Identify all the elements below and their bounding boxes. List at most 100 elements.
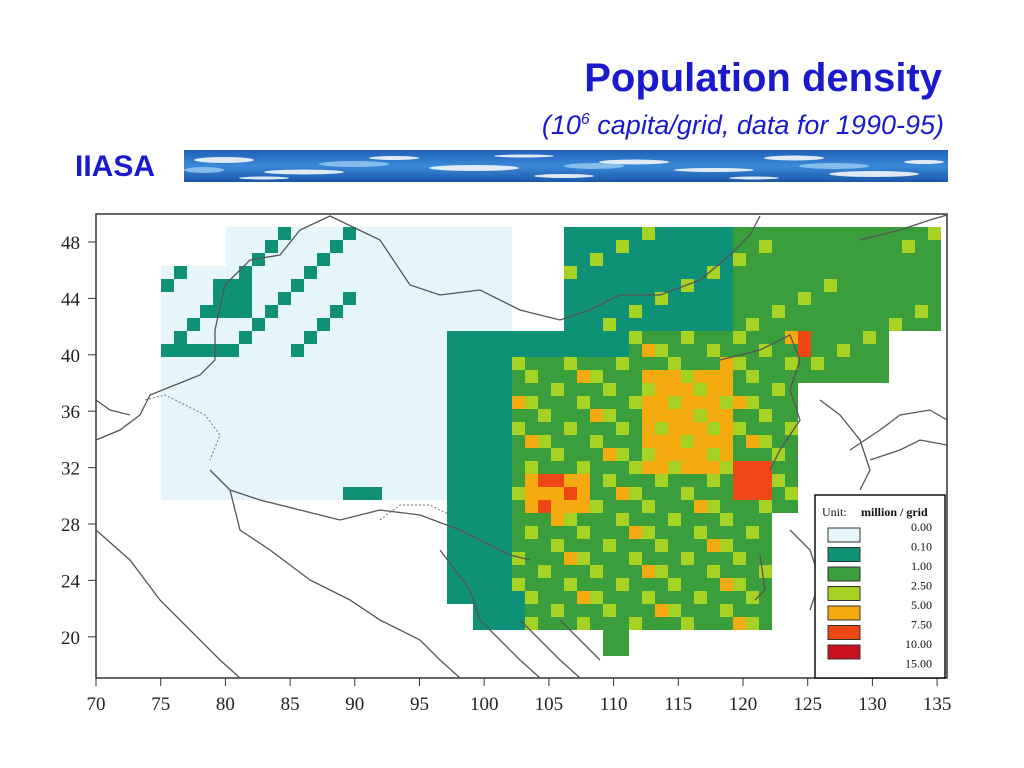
density-cell — [668, 409, 681, 422]
density-cell — [668, 292, 681, 305]
density-cell — [460, 383, 473, 396]
density-cell — [499, 604, 512, 617]
density-cell — [252, 474, 265, 487]
density-cell — [733, 513, 746, 526]
density-cell — [382, 227, 395, 240]
density-cell — [174, 435, 187, 448]
density-cell — [486, 318, 499, 331]
density-cell — [343, 227, 356, 240]
density-cell — [564, 474, 577, 487]
density-cell — [603, 240, 616, 253]
density-cell — [876, 240, 889, 253]
density-cell — [590, 383, 603, 396]
density-cell — [577, 526, 590, 539]
density-cell — [356, 383, 369, 396]
density-cell — [473, 578, 486, 591]
density-cell — [460, 344, 473, 357]
density-cell — [382, 318, 395, 331]
density-cell — [317, 487, 330, 500]
density-cell — [642, 539, 655, 552]
density-cell — [473, 266, 486, 279]
density-cell — [213, 422, 226, 435]
density-cell — [590, 240, 603, 253]
density-cell — [265, 344, 278, 357]
density-cell — [460, 318, 473, 331]
density-cell — [915, 292, 928, 305]
density-cell — [668, 318, 681, 331]
density-cell — [538, 370, 551, 383]
density-cell — [681, 227, 694, 240]
density-cell — [239, 279, 252, 292]
density-cell — [473, 552, 486, 565]
density-cell — [330, 383, 343, 396]
density-cell — [746, 487, 759, 500]
density-cell — [642, 357, 655, 370]
density-cell — [681, 331, 694, 344]
density-cell — [200, 266, 213, 279]
density-cell — [278, 370, 291, 383]
density-cell — [421, 227, 434, 240]
density-cell — [915, 279, 928, 292]
density-cell — [824, 253, 837, 266]
density-cell — [369, 370, 382, 383]
density-cell — [655, 240, 668, 253]
density-cell — [187, 305, 200, 318]
density-cell — [369, 240, 382, 253]
density-cell — [720, 578, 733, 591]
density-cell — [252, 461, 265, 474]
density-cell — [746, 396, 759, 409]
density-cell — [694, 227, 707, 240]
density-cell — [434, 396, 447, 409]
density-cell — [681, 344, 694, 357]
density-cell — [213, 383, 226, 396]
density-cell — [577, 396, 590, 409]
density-cell — [499, 253, 512, 266]
density-cell — [746, 422, 759, 435]
subtitle-prefix: (10 — [541, 110, 581, 140]
density-cell — [642, 422, 655, 435]
density-cell — [317, 435, 330, 448]
density-cell — [213, 279, 226, 292]
density-cell — [759, 279, 772, 292]
density-cell — [720, 357, 733, 370]
density-cell — [811, 240, 824, 253]
density-cell — [226, 305, 239, 318]
density-cell — [395, 448, 408, 461]
density-cell — [707, 526, 720, 539]
density-cell — [928, 318, 941, 331]
density-cell — [330, 318, 343, 331]
density-cell — [486, 448, 499, 461]
density-cell — [577, 461, 590, 474]
density-cell — [564, 331, 577, 344]
density-cell — [343, 474, 356, 487]
density-cell — [486, 279, 499, 292]
density-cell — [317, 448, 330, 461]
density-cell — [382, 357, 395, 370]
density-cell — [421, 370, 434, 383]
density-cell — [434, 292, 447, 305]
density-cell — [278, 305, 291, 318]
density-cell — [278, 266, 291, 279]
density-cell — [421, 318, 434, 331]
density-cell — [603, 344, 616, 357]
density-cell — [798, 331, 811, 344]
density-cell — [785, 500, 798, 513]
density-cell — [330, 435, 343, 448]
density-cell — [759, 487, 772, 500]
density-cell — [473, 448, 486, 461]
density-cell — [434, 279, 447, 292]
density-cell — [824, 227, 837, 240]
density-cell — [447, 578, 460, 591]
density-cell — [525, 552, 538, 565]
density-cell — [564, 591, 577, 604]
legend-label: 5.00 — [911, 598, 932, 612]
density-cell — [226, 227, 239, 240]
density-cell — [564, 344, 577, 357]
density-cell — [889, 227, 902, 240]
density-cell — [304, 240, 317, 253]
density-cell — [317, 474, 330, 487]
density-cell — [499, 500, 512, 513]
density-cell — [876, 370, 889, 383]
density-cell — [174, 279, 187, 292]
density-cell — [304, 292, 317, 305]
